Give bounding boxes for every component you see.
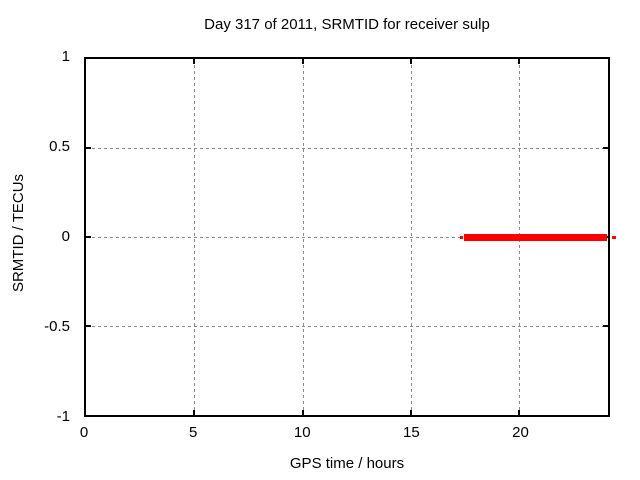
y-tick-label: 0 (61, 228, 70, 245)
y-tick-label: -1 (56, 408, 70, 425)
series-segment (459, 235, 464, 239)
y-tick-mark-right (603, 325, 608, 327)
y-gridline (86, 148, 608, 149)
y-gridline (86, 326, 608, 327)
x-tick-mark-bottom (409, 410, 412, 415)
x-axis-label: GPS time / hours (289, 455, 405, 472)
y-tick-label: 1 (61, 48, 70, 65)
y-tick-mark-left (86, 147, 91, 149)
series-segment (463, 233, 607, 241)
x-tick-mark-top (301, 59, 304, 64)
x-tick-mark-top (193, 59, 196, 64)
x-tick-label: 20 (512, 424, 529, 441)
y-tick-mark-left (86, 325, 91, 327)
x-tick-label: 0 (79, 424, 89, 441)
x-tick-mark-top (409, 59, 412, 64)
x-tick-mark-bottom (518, 410, 521, 415)
x-tick-mark-top (518, 59, 521, 64)
x-tick-mark-bottom (301, 410, 304, 415)
x-tick-label: 15 (403, 424, 420, 441)
chart-title: Day 317 of 2011, SRMTID for receiver sul… (204, 16, 490, 33)
y-tick-mark-right (603, 147, 608, 149)
x-tick-label: 10 (293, 424, 311, 441)
y-tick-label: -0.5 (44, 318, 70, 335)
y-tick-label: 0.5 (49, 138, 70, 155)
y-gridline (86, 237, 608, 238)
y-tick-mark-left (86, 236, 91, 238)
x-tick-mark-bottom (193, 410, 196, 415)
series-segment (612, 235, 616, 239)
x-tick-label: 5 (188, 424, 198, 441)
plot-area (84, 57, 616, 417)
